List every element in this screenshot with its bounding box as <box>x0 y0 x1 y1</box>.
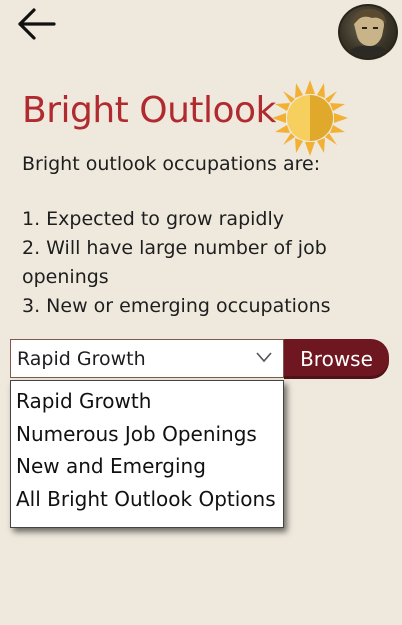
criteria-item: 3. New or emerging occupations <box>22 295 331 317</box>
back-button[interactable] <box>14 6 58 42</box>
arrow-left-icon <box>18 8 56 40</box>
browse-button[interactable]: Browse <box>284 339 389 379</box>
title-row: Bright Outlook <box>22 78 362 158</box>
avatar[interactable] <box>338 4 398 60</box>
dropdown-option-new-and-emerging[interactable]: New and Emerging <box>16 454 206 478</box>
filter-dropdown-list: Rapid Growth Numerous Job Openings New a… <box>10 380 284 528</box>
chevron-down-icon <box>256 352 272 363</box>
dropdown-option-numerous-job-openings[interactable]: Numerous Job Openings <box>16 421 257 446</box>
outlook-filter-select[interactable]: Rapid Growth <box>10 339 284 378</box>
page-title: Bright Outlook <box>22 90 276 131</box>
sun-icon <box>272 80 348 156</box>
user-avatar-icon <box>346 8 390 58</box>
criteria-list: 1. Expected to grow rapidly 2. Will have… <box>22 205 392 321</box>
select-value: Rapid Growth <box>17 347 146 370</box>
criteria-item: 1. Expected to grow rapidly <box>22 208 285 230</box>
dropdown-option-rapid-growth[interactable]: Rapid Growth <box>16 389 152 413</box>
criteria-item: 2. Will have large number of job opening… <box>22 237 327 288</box>
intro-text: Bright outlook occupations are: <box>22 153 321 175</box>
dropdown-option-all-bright-outlook[interactable]: All Bright Outlook Options <box>16 486 276 511</box>
